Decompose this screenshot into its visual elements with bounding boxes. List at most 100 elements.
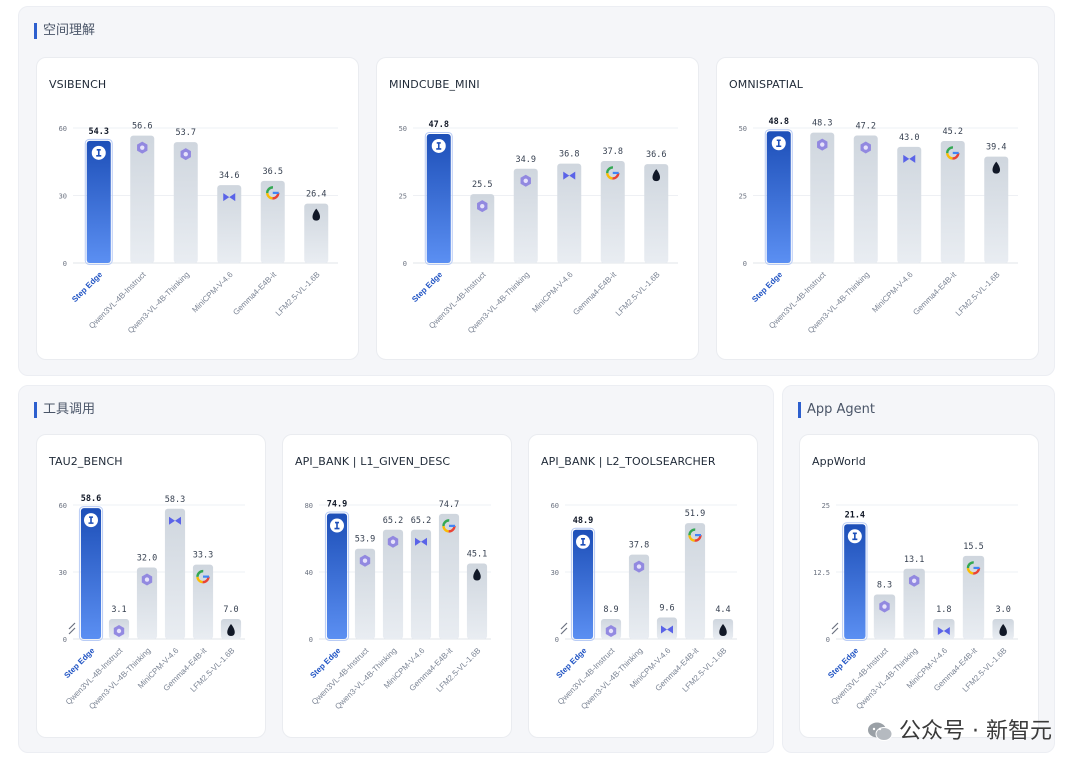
bar — [853, 135, 878, 263]
bar-rect — [644, 164, 669, 263]
qwen-center — [362, 558, 368, 563]
data-label: 48.8 — [769, 117, 789, 127]
x-tick-label: Step Edge — [70, 270, 104, 304]
google-icon-arc — [966, 561, 981, 575]
qwen-center — [636, 564, 642, 569]
data-label: 9.6 — [659, 604, 674, 614]
google-icon-arc — [946, 146, 960, 160]
data-label: 36.6 — [646, 150, 666, 160]
data-label: 32.0 — [137, 554, 157, 564]
bar — [192, 564, 214, 639]
y-tick-label: 25 — [399, 193, 407, 201]
bar-highlight — [78, 506, 104, 641]
qwen-center — [608, 628, 614, 634]
data-label: 58.6 — [81, 494, 101, 504]
bar — [962, 555, 985, 639]
watermark-text: 公众号 · 新智元 — [899, 719, 1052, 744]
qwen-center — [390, 539, 396, 544]
qwen-center — [144, 577, 150, 582]
bar-glow — [78, 506, 104, 641]
liquid-icon — [652, 169, 660, 182]
bar — [173, 142, 198, 263]
bar-highlight — [424, 131, 453, 265]
bar — [217, 185, 242, 263]
bar-highlight-rect — [766, 131, 791, 263]
y-tick-label: 80 — [305, 502, 313, 510]
section-tool-calling: 工具调用 TAU2_BENCH 0 30 60 58.6 Step Edge 3.1 Qwe… — [18, 385, 774, 753]
liquid-icon — [312, 208, 320, 221]
bar-rect — [984, 156, 1009, 263]
bar-glow — [84, 138, 113, 265]
data-label: 37.8 — [629, 541, 649, 551]
y-tick-label: 0 — [555, 636, 559, 644]
google-icon-arc — [266, 186, 280, 200]
google-icon-arc — [266, 186, 280, 200]
bar — [557, 163, 582, 263]
qwen-center — [820, 142, 825, 147]
data-label: 25.5 — [472, 180, 492, 190]
google-icon-arc — [442, 519, 456, 533]
bar-rect — [933, 619, 955, 639]
data-label: 74.7 — [439, 500, 459, 510]
section-app-agent: App Agent AppWorld 0 12.5 25 21.4 Step Edge 8… — [782, 385, 1055, 753]
chart-title: OMNISPATIAL — [729, 78, 803, 91]
chart-title: API_BANK | L1_GIVEN_DESC — [295, 455, 451, 468]
bar-rect — [466, 563, 488, 639]
bar-rect — [940, 140, 965, 263]
data-label: 47.2 — [856, 122, 876, 132]
y-tick-label: 0 — [743, 260, 747, 268]
y-tick-label: 40 — [305, 569, 313, 577]
google-icon-arc — [966, 561, 981, 575]
bar — [382, 529, 404, 639]
minicpm-icon — [415, 537, 427, 546]
bar — [136, 567, 158, 639]
bar-highlight-rect — [426, 133, 451, 263]
x-tick-label: MiniCPM-V-4.6 — [530, 270, 575, 315]
bar-rect — [304, 203, 329, 263]
bar-rect — [656, 617, 678, 639]
data-label: 15.5 — [963, 542, 983, 552]
minicpm-icon — [937, 627, 950, 635]
data-label: 48.3 — [812, 119, 832, 129]
chart-title: API_BANK | L2_TOOLSEARCHER — [541, 455, 716, 468]
x-tick-label: Qwen3VL-4B-Instruct — [829, 646, 890, 707]
chart-card: TAU2_BENCH 0 30 60 58.6 Step Edge 3.1 Qwen3VL-… — [36, 434, 266, 738]
bar-rect — [684, 523, 706, 639]
chart-title: MINDCUBE_MINI — [389, 78, 480, 91]
qwen-center — [116, 628, 122, 634]
bar-glow — [424, 131, 453, 265]
y-tick-label: 0 — [63, 636, 67, 644]
bar — [130, 135, 155, 263]
x-tick-label: MiniCPM-V-4.6 — [190, 270, 235, 315]
bar — [260, 180, 285, 263]
data-label: 37.8 — [603, 147, 623, 157]
data-label: 26.4 — [306, 190, 326, 200]
bar — [438, 513, 460, 639]
data-label: 33.3 — [193, 551, 213, 561]
chart-title: AppWorld — [812, 455, 866, 468]
bar-rect — [903, 568, 925, 639]
data-label: 58.3 — [165, 495, 185, 505]
y-tick-label: 0 — [63, 260, 67, 268]
data-label: 43.0 — [899, 133, 919, 143]
data-label: 7.0 — [223, 605, 238, 615]
bar-rect — [130, 135, 155, 263]
google-icon-arc — [606, 166, 620, 180]
data-label: 51.9 — [685, 509, 705, 519]
bar-rect — [557, 163, 582, 263]
bar — [933, 619, 955, 639]
bar-rect — [470, 194, 495, 263]
minicpm-icon — [661, 625, 673, 634]
minicpm-icon — [903, 154, 916, 163]
y-tick-label: 30 — [551, 569, 559, 577]
bar — [897, 146, 922, 263]
data-label: 54.3 — [89, 127, 109, 137]
y-tick-label: 60 — [59, 502, 67, 510]
google-icon-arc — [606, 166, 620, 180]
bar — [712, 619, 734, 639]
bar — [810, 132, 835, 263]
